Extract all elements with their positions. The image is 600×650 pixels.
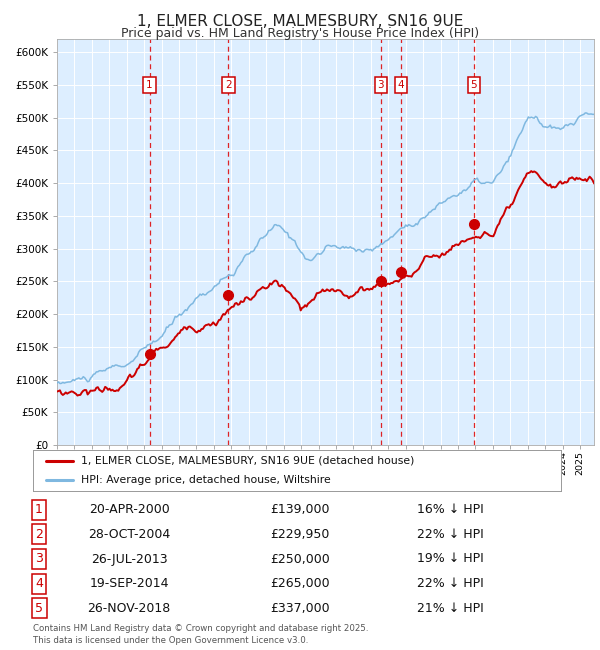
Text: £250,000: £250,000	[270, 552, 330, 566]
Text: 1: 1	[35, 503, 43, 516]
Text: 2: 2	[225, 80, 232, 90]
Text: £337,000: £337,000	[270, 602, 330, 615]
Text: 1, ELMER CLOSE, MALMESBURY, SN16 9UE (detached house): 1, ELMER CLOSE, MALMESBURY, SN16 9UE (de…	[80, 456, 414, 466]
Text: 26-NOV-2018: 26-NOV-2018	[88, 602, 170, 615]
Text: 5: 5	[35, 602, 43, 615]
Text: £229,950: £229,950	[271, 528, 329, 541]
Text: 22% ↓ HPI: 22% ↓ HPI	[416, 577, 484, 590]
Text: £265,000: £265,000	[270, 577, 330, 590]
Text: 22% ↓ HPI: 22% ↓ HPI	[416, 528, 484, 541]
Text: 5: 5	[470, 80, 477, 90]
Text: 20-APR-2000: 20-APR-2000	[89, 503, 169, 516]
Text: HPI: Average price, detached house, Wiltshire: HPI: Average price, detached house, Wilt…	[80, 474, 330, 485]
Text: 1, ELMER CLOSE, MALMESBURY, SN16 9UE: 1, ELMER CLOSE, MALMESBURY, SN16 9UE	[137, 14, 463, 29]
Text: 21% ↓ HPI: 21% ↓ HPI	[416, 602, 484, 615]
Text: 4: 4	[35, 577, 43, 590]
Text: 28-OCT-2004: 28-OCT-2004	[88, 528, 170, 541]
Text: 4: 4	[398, 80, 404, 90]
Text: 2: 2	[35, 528, 43, 541]
Text: 19% ↓ HPI: 19% ↓ HPI	[416, 552, 484, 566]
Text: 3: 3	[35, 552, 43, 566]
Text: Price paid vs. HM Land Registry's House Price Index (HPI): Price paid vs. HM Land Registry's House …	[121, 27, 479, 40]
Text: Contains HM Land Registry data © Crown copyright and database right 2025.
This d: Contains HM Land Registry data © Crown c…	[33, 624, 368, 645]
Text: 1: 1	[146, 80, 153, 90]
Text: £139,000: £139,000	[270, 503, 330, 516]
Text: 26-JUL-2013: 26-JUL-2013	[91, 552, 167, 566]
Text: 3: 3	[377, 80, 384, 90]
Text: 16% ↓ HPI: 16% ↓ HPI	[416, 503, 484, 516]
Text: 19-SEP-2014: 19-SEP-2014	[89, 577, 169, 590]
